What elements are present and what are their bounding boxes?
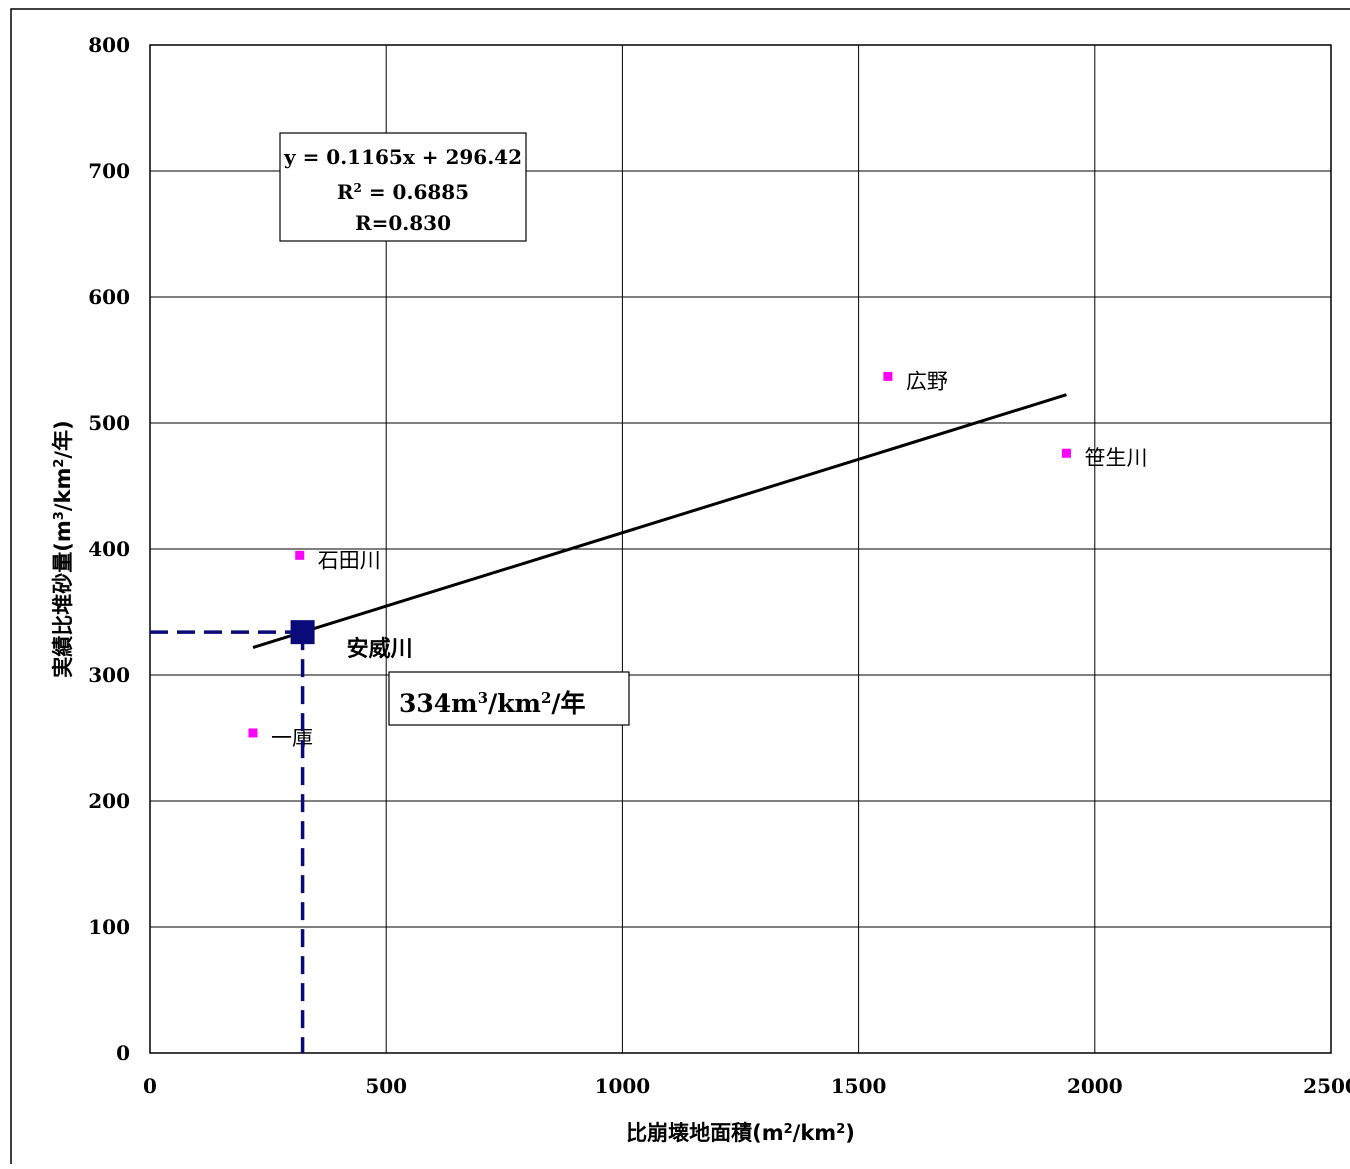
highlight-value: 334m3/km2/年 (399, 689, 586, 718)
highlight-marker (290, 620, 315, 645)
equation-line: y = 0.1165x + 296.42 (283, 145, 522, 169)
point-label: 一庫 (271, 726, 313, 750)
x-axis-title: 比崩壊地面積(m2/km2) (626, 1121, 855, 1145)
x-tick-label: 1500 (831, 1074, 887, 1098)
x-tick-label: 1000 (595, 1074, 651, 1098)
y-tick-label: 600 (88, 285, 130, 309)
plot-area-border (149, 44, 1332, 1054)
axis-titles: 比崩壊地面積(m2/km2) 実績比堆砂量(m3/km2/年) (51, 420, 855, 1145)
data-point (1061, 448, 1071, 458)
equation-box (279, 132, 527, 242)
equation-line: R=0.830 (355, 211, 451, 235)
point-label: 広野 (906, 369, 948, 393)
y-tick-label: 300 (88, 663, 130, 687)
point-label: 笹生川 (1084, 446, 1147, 470)
trendline (252, 393, 1067, 649)
x-tick-label: 2500 (1303, 1074, 1350, 1098)
data-point (295, 550, 305, 560)
equation-line: R2 = 0.6885 (337, 180, 469, 204)
tick-labels: 0 100 200 300 400 500 600 700 800 0 500 1000 1500 200… (88, 33, 1350, 1098)
x-tick-label: 500 (365, 1074, 407, 1098)
highlight-value-box (388, 671, 630, 726)
highlight-label: 安威川 (347, 636, 413, 662)
y-tick-label: 400 (88, 537, 130, 561)
y-tick-label: 700 (88, 159, 130, 183)
y-tick-label: 500 (88, 411, 130, 435)
y-axis-title: 実績比堆砂量(m3/km2/年) (51, 420, 75, 677)
data-point (248, 728, 258, 738)
y-tick-label: 800 (88, 33, 130, 57)
y-tick-label: 0 (116, 1041, 130, 1065)
point-label: 石田川 (318, 548, 381, 572)
y-tick-label: 100 (88, 915, 130, 939)
annotations: 安威川 334m3/km2/年 y = 0.1165x + 296.42 R2 = 0… (150, 132, 630, 1053)
chart-frame (10, 8, 1350, 1169)
y-tick-label: 200 (88, 789, 130, 813)
x-tick-label: 0 (143, 1074, 157, 1098)
data-point (883, 371, 893, 381)
x-tick-label: 2000 (1067, 1074, 1123, 1098)
